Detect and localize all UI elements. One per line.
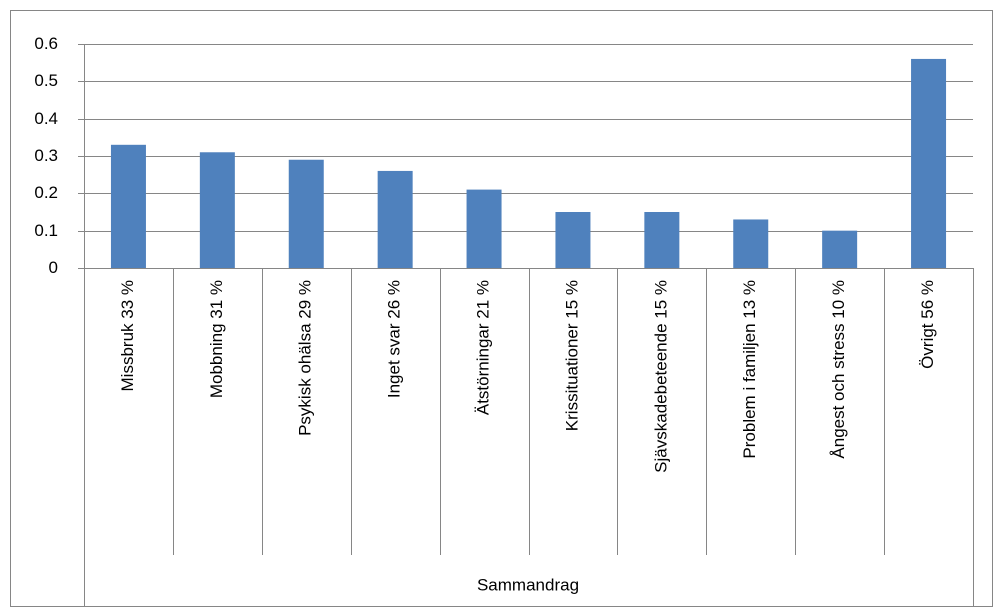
y-tick-label: 0 (49, 258, 58, 277)
bar (288, 159, 324, 268)
x-tick-label: Ätstörningar 21 % (474, 280, 493, 415)
bar (466, 189, 502, 268)
bar (822, 230, 858, 268)
bar (911, 58, 947, 268)
chart-border (10, 10, 993, 607)
y-tick-label: 0.4 (34, 109, 58, 128)
x-tick-label: Inget svar 26 % (385, 280, 404, 398)
y-tick-label: 0.2 (34, 183, 58, 202)
y-tick-label: 0.3 (34, 146, 58, 165)
x-tick-label: Krissituationer 15 % (562, 280, 581, 431)
x-tick-label: Övrigt 56 % (918, 280, 937, 369)
x-tick-label: Mobbning 31 % (207, 280, 226, 398)
y-tick-label: 0.6 (34, 34, 58, 53)
x-tick-label: Missbruk 33 % (118, 280, 137, 391)
x-tick-label: Sjävskadebeteende 15 % (651, 280, 670, 473)
bar (199, 152, 235, 268)
y-tick-label: 0.5 (34, 71, 58, 90)
bar (377, 170, 413, 268)
bar (555, 212, 591, 268)
bar (644, 212, 680, 268)
x-tick-label: Psykisk ohälsa 29 % (296, 280, 315, 436)
category-group-label: Sammandrag (477, 575, 579, 594)
bar (110, 144, 146, 268)
x-tick-label: Problem i familjen 13 % (740, 280, 759, 459)
x-tick-label: Ångest och stress 10 % (829, 280, 848, 459)
y-tick-label: 0.1 (34, 221, 58, 240)
bar (733, 219, 769, 268)
